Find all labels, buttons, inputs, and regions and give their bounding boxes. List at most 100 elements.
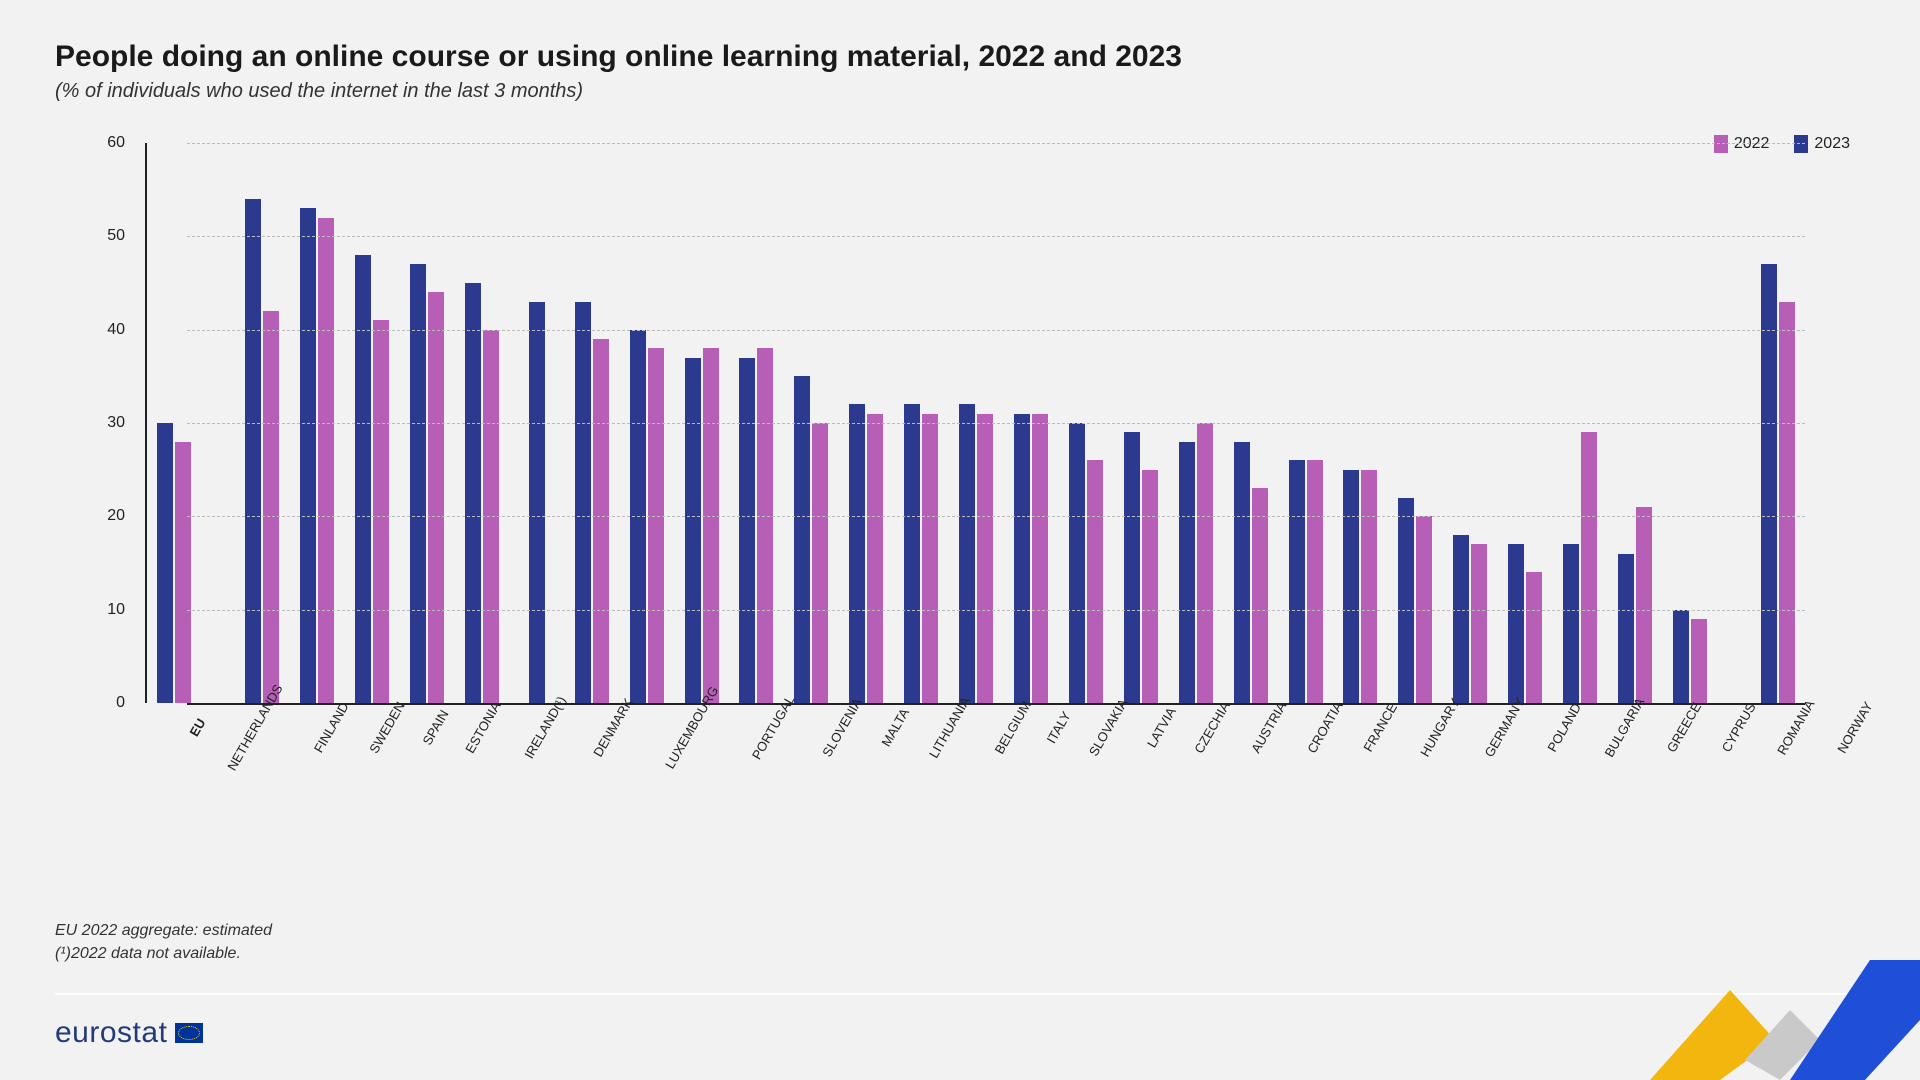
bar-2023 bbox=[1014, 414, 1030, 703]
bar-2022 bbox=[1307, 460, 1323, 703]
bar-2023 bbox=[245, 199, 261, 703]
x-label-slot: AUSTRIA bbox=[1239, 709, 1295, 724]
bar-2022 bbox=[1087, 460, 1103, 703]
bar-2023 bbox=[685, 358, 701, 703]
x-label: CZECHIA bbox=[1191, 699, 1233, 756]
bar-2022 bbox=[1471, 544, 1487, 703]
gridline bbox=[187, 516, 1805, 517]
bar-2022 bbox=[593, 339, 609, 703]
y-axis: 0102030405060 bbox=[95, 143, 135, 703]
bar-2023 bbox=[1179, 442, 1195, 703]
x-label: FRANCE bbox=[1360, 701, 1400, 755]
x-label-slot: FINLAND bbox=[302, 709, 358, 724]
chart-subtitle: (% of individuals who used the internet … bbox=[55, 80, 1865, 103]
bar-2022 bbox=[175, 442, 191, 703]
x-label: HUNGARY bbox=[1417, 696, 1462, 760]
x-label: ESTONIA bbox=[462, 699, 503, 756]
bar-2023 bbox=[849, 404, 865, 703]
x-label: SLOVAKIA bbox=[1085, 696, 1130, 758]
x-label: DENMARK bbox=[590, 696, 635, 760]
bar-2023 bbox=[904, 404, 920, 703]
x-label-slot: GERMANY bbox=[1470, 709, 1536, 724]
x-label: ITALY bbox=[1044, 709, 1074, 746]
legend-label-2023: 2023 bbox=[1814, 135, 1850, 153]
x-label: LATVIA bbox=[1144, 705, 1179, 750]
x-label-slot: BELGIUM bbox=[982, 709, 1041, 724]
x-label: MALTA bbox=[878, 706, 912, 749]
gridline bbox=[187, 236, 1805, 237]
x-label-slot: SPAIN bbox=[415, 709, 453, 724]
gridline bbox=[187, 423, 1805, 424]
eurostat-logo: eurostat bbox=[55, 1016, 203, 1050]
x-label: FINLAND bbox=[311, 700, 352, 756]
bar-2023 bbox=[1453, 535, 1469, 703]
x-label-slot: MALTA bbox=[873, 709, 914, 724]
bar-2023 bbox=[1673, 610, 1689, 703]
bar-2022 bbox=[867, 414, 883, 703]
gridline bbox=[187, 610, 1805, 611]
x-label-slot: ITALY bbox=[1040, 709, 1074, 724]
footnote-2: (¹)2022 data not available. bbox=[55, 943, 272, 965]
bar-2023 bbox=[300, 208, 316, 703]
corner-graphic-icon bbox=[1620, 930, 1920, 1080]
x-label-slot: SLOVENIA bbox=[808, 709, 873, 724]
x-label-slot: CZECHIA bbox=[1182, 709, 1239, 724]
x-label: GREECE bbox=[1664, 700, 1704, 755]
bar-2022 bbox=[1526, 572, 1542, 703]
x-label-slot: LATVIA bbox=[1138, 709, 1182, 724]
bar-2023 bbox=[794, 376, 810, 703]
plot-area: EUNETHERLANDSFINLANDSWEDENSPAINESTONIAIR… bbox=[145, 143, 1805, 703]
bar-2023 bbox=[529, 302, 545, 703]
bar-2023 bbox=[1234, 442, 1250, 703]
x-label: CYPRUS bbox=[1719, 700, 1759, 754]
bar-2022 bbox=[812, 423, 828, 703]
bar-2022 bbox=[703, 348, 719, 703]
bar-2023 bbox=[739, 358, 755, 703]
x-label: BELGIUM bbox=[992, 698, 1034, 756]
x-label-slot: GREECE bbox=[1655, 709, 1710, 724]
x-label-slot: SLOVAKIA bbox=[1075, 709, 1138, 724]
bar-2022 bbox=[428, 292, 444, 703]
x-label-slot: SWEDEN bbox=[357, 709, 414, 724]
x-label-slot: LUXEMBOURG bbox=[644, 709, 736, 724]
bar-2023 bbox=[465, 283, 481, 703]
bar-2022 bbox=[922, 414, 938, 703]
bar-2023 bbox=[1398, 498, 1414, 703]
chart-title: People doing an online course or using o… bbox=[55, 40, 1865, 74]
x-label: SPAIN bbox=[419, 707, 451, 747]
x-label: ROMANIA bbox=[1775, 697, 1818, 757]
x-label: SWEDEN bbox=[367, 699, 409, 756]
x-label: POLAND bbox=[1544, 701, 1584, 755]
y-tick-label: 30 bbox=[107, 414, 125, 432]
x-label-slot: NETHERLANDS bbox=[205, 709, 302, 724]
y-tick-label: 40 bbox=[107, 321, 125, 339]
divider bbox=[55, 993, 1865, 995]
bar-2023 bbox=[157, 423, 173, 703]
bar-2022 bbox=[1361, 470, 1377, 703]
bar-2022 bbox=[1581, 432, 1597, 703]
bar-2023 bbox=[1289, 460, 1305, 703]
gridline bbox=[187, 330, 1805, 331]
bar-2022 bbox=[263, 311, 279, 703]
bar-2023 bbox=[1343, 470, 1359, 703]
chart-area: 0102030405060 EUNETHERLANDSFINLANDSWEDEN… bbox=[105, 143, 1805, 703]
x-label-slot: NORWAY bbox=[1825, 709, 1882, 724]
bar-2022 bbox=[1197, 423, 1213, 703]
x-label-slot: CYPRUS bbox=[1710, 709, 1764, 724]
y-tick-label: 10 bbox=[107, 601, 125, 619]
x-label-slot: FRANCE bbox=[1352, 709, 1405, 724]
bar-2023 bbox=[355, 255, 371, 703]
x-label-slot: DENMARK bbox=[579, 709, 644, 724]
x-label: NORWAY bbox=[1834, 699, 1875, 756]
bar-2022 bbox=[373, 320, 389, 703]
bar-2022 bbox=[1691, 619, 1707, 703]
bar-2022 bbox=[1779, 302, 1795, 703]
y-tick-label: 20 bbox=[107, 507, 125, 525]
bar-2022 bbox=[318, 218, 334, 703]
x-label-slot: ESTONIA bbox=[453, 709, 510, 724]
bar-2022 bbox=[1252, 488, 1268, 703]
x-label-slot: IRELAND(¹) bbox=[509, 709, 578, 724]
x-label-slot: BULGARIA bbox=[1590, 709, 1656, 724]
bar-2023 bbox=[1069, 423, 1085, 703]
x-axis-line bbox=[187, 703, 1805, 705]
